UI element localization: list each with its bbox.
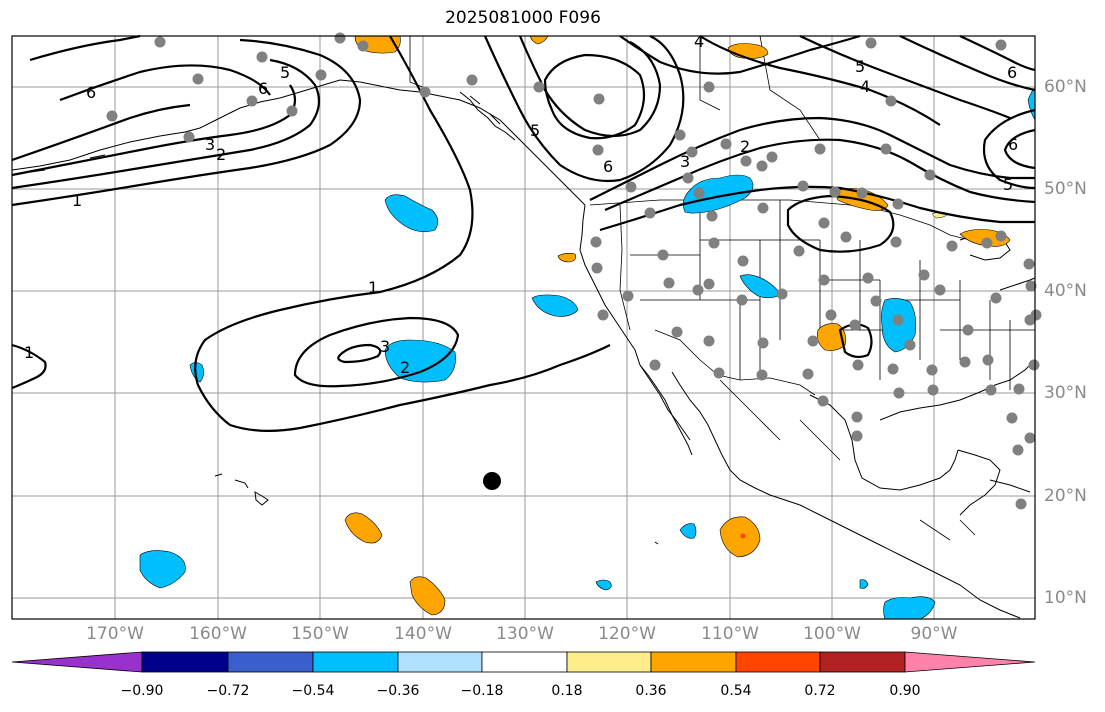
contour-label: 2 [740, 137, 750, 156]
lat-label: 20°N [1044, 486, 1087, 506]
coastlines [11, 79, 1036, 619]
colorbar-segment [904, 651, 1036, 673]
contour-label: 2 [400, 358, 410, 377]
contour-label: 6 [603, 157, 613, 176]
contour-label: 1 [368, 278, 378, 297]
contour-label-group: 6 5 6 3 2 1 1 2 3 1 4 5 6 3 2 4 5 6 5 6 [24, 32, 1018, 377]
colorbar-segment [227, 651, 314, 673]
contour-label: 6 [258, 79, 268, 98]
contour-label: 5 [280, 63, 290, 82]
lon-label: 90°W [910, 624, 958, 644]
contour-label: 6 [86, 83, 96, 102]
contour-label: 4 [860, 77, 870, 96]
colorbar-segment [650, 651, 737, 673]
lat-label: 40°N [1044, 281, 1087, 301]
contour-label: 1 [24, 343, 34, 362]
lat-label: 30°N [1044, 383, 1087, 403]
colorbar-segment [141, 651, 229, 673]
contour-label: 4 [694, 32, 704, 51]
contour-label: 5 [855, 57, 865, 76]
map-background [12, 36, 1035, 619]
lat-label: 50°N [1044, 179, 1087, 199]
colorbar-segment [481, 651, 568, 673]
colorbar-tick-label: −0.90 [120, 683, 164, 699]
lon-label: 140°W [394, 624, 452, 644]
colorbar-tick-label: −0.36 [376, 683, 420, 699]
colorbar-segment [397, 651, 483, 673]
colorbar-tick-label: 0.90 [889, 683, 921, 699]
map-frame [11, 35, 1036, 620]
colorbar-tick-label: 0.72 [804, 683, 836, 699]
map-title: 2025081000 F096 [445, 8, 601, 28]
lon-label: 170°W [86, 624, 144, 644]
colorbar [11, 651, 1036, 673]
colorbar-segment [11, 651, 143, 673]
colorbar-tick-label: 0.54 [720, 683, 752, 699]
lon-label: 130°W [496, 624, 554, 644]
contour-label: 2 [216, 145, 226, 164]
contour-label: 6 [1008, 135, 1018, 154]
colorbar-tick-label: −0.18 [460, 683, 504, 699]
colorbar-segment [819, 651, 906, 673]
contour-label: 3 [680, 152, 690, 171]
colorbar-segment [735, 651, 821, 673]
contour-label: 6 [1007, 63, 1017, 82]
colorbar-tick-label: 0.18 [551, 683, 583, 699]
lat-label: 10°N [1044, 588, 1087, 608]
colorbar-tick-label: −0.54 [291, 683, 335, 699]
contour-label: 5 [530, 121, 540, 140]
contour-label: 3 [380, 337, 390, 356]
contour-label: 3 [205, 135, 215, 154]
location-marker [483, 472, 501, 490]
colorbar-segment [566, 651, 652, 673]
lon-label: 120°W [598, 624, 656, 644]
lon-label: 100°W [803, 624, 861, 644]
station-markers [106, 32, 1042, 510]
lat-label: 60°N [1044, 77, 1087, 97]
lon-label: 110°W [701, 624, 759, 644]
lon-label: 160°W [189, 624, 247, 644]
contour-label: 5 [1003, 175, 1013, 194]
colorbar-tick-label: 0.36 [635, 683, 667, 699]
lon-label: 150°W [291, 624, 349, 644]
colorbar-tick-label: −0.72 [206, 683, 250, 699]
contour-label: 1 [72, 191, 82, 210]
positive-anomaly-areas [344, 35, 1011, 616]
colorbar-segment [312, 651, 399, 673]
